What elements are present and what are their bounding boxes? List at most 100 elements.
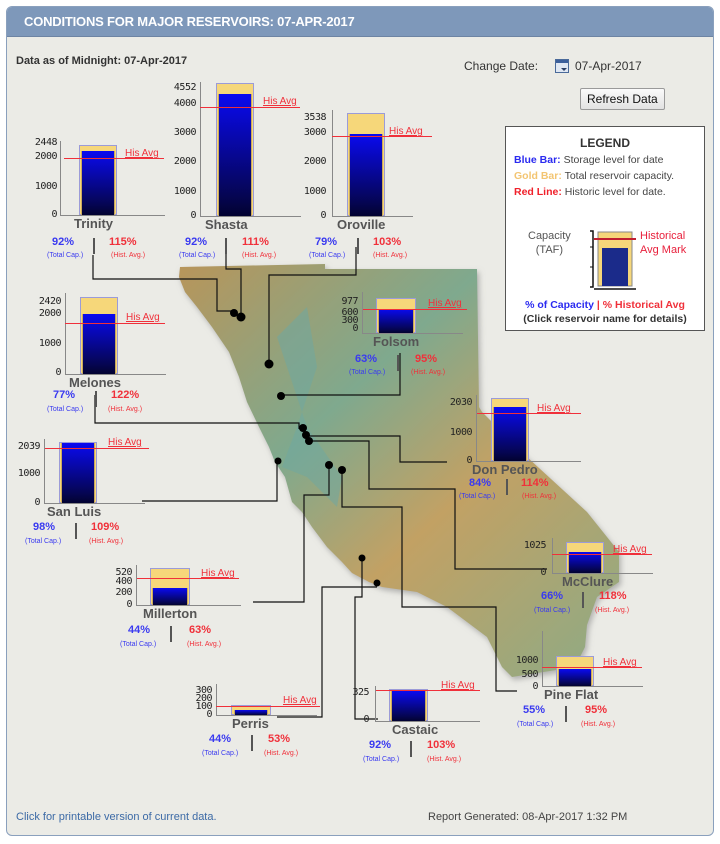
reservoir-name-link[interactable]: Folsom bbox=[373, 334, 420, 349]
storage-bar bbox=[61, 443, 95, 503]
historical-avg-line bbox=[200, 107, 300, 108]
axis bbox=[362, 292, 463, 334]
tick: 200 bbox=[115, 587, 132, 598]
hist-avg-caption: (Hist. Avg.) bbox=[373, 252, 408, 259]
reservoir-name-link[interactable]: Pine Flat bbox=[544, 687, 599, 702]
historical-avg-line bbox=[65, 323, 165, 324]
tick: 0 bbox=[532, 681, 538, 692]
historical-avg-line bbox=[137, 578, 239, 579]
tick: 1000 bbox=[515, 655, 539, 666]
historical-avg-line bbox=[216, 706, 320, 707]
legend-gold-text: Total reservoir capacity. bbox=[564, 170, 675, 182]
historical-avg-line bbox=[45, 448, 149, 449]
his-avg-label: His Avg bbox=[613, 544, 647, 555]
storage-bar bbox=[152, 588, 188, 605]
reservoir-name-link[interactable]: McClure bbox=[562, 574, 614, 589]
hist-avg-caption: (Hist. Avg.) bbox=[264, 750, 299, 757]
tick: 0 bbox=[51, 209, 57, 220]
storage-bar bbox=[218, 94, 252, 216]
legend-hist-line2: Avg Mark bbox=[640, 244, 687, 256]
legend-red: Red Line: Historic level for date. bbox=[514, 186, 666, 198]
historical-avg-line bbox=[552, 554, 652, 555]
historical-avg-line bbox=[64, 158, 164, 159]
axis bbox=[60, 141, 165, 216]
tick: 520 bbox=[115, 567, 132, 578]
tick: 2000 bbox=[34, 151, 58, 162]
historical-avg-line bbox=[542, 667, 642, 668]
pct-capacity: 92% bbox=[185, 236, 208, 248]
divider bbox=[93, 238, 95, 254]
tick: 2039 bbox=[17, 441, 41, 452]
tick: 3000 bbox=[303, 127, 327, 138]
pct-historical: 53% bbox=[268, 733, 291, 745]
axis bbox=[44, 439, 145, 504]
pct-capacity: 55% bbox=[523, 704, 546, 716]
pct-historical: 115% bbox=[109, 236, 137, 248]
tick: 0 bbox=[206, 709, 212, 720]
total-cap-caption: (Total Cap.) bbox=[349, 369, 386, 376]
divider bbox=[506, 479, 508, 495]
refresh-data-button[interactable]: Refresh Data bbox=[580, 88, 665, 110]
tick: 600 bbox=[341, 307, 358, 318]
pct-historical: 109% bbox=[91, 521, 120, 533]
reservoir-name-link[interactable]: Castaic bbox=[392, 722, 439, 737]
calendar-icon[interactable] bbox=[555, 59, 569, 73]
tick: 4000 bbox=[173, 98, 197, 109]
change-date-value[interactable]: 07-Apr-2017 bbox=[575, 59, 642, 73]
tick: 200 bbox=[195, 693, 212, 704]
pct-historical: 118% bbox=[599, 590, 627, 602]
legend-blue-text: Storage level for date bbox=[563, 154, 664, 166]
legend-percent-key: % of Capacity | % Historical Avg bbox=[506, 299, 704, 311]
tick: 977 bbox=[341, 296, 358, 307]
divider bbox=[582, 592, 584, 608]
hist-avg-caption: (Hist. Avg.) bbox=[242, 252, 277, 259]
storage-bar bbox=[81, 151, 115, 215]
axis bbox=[200, 82, 301, 217]
report-generated-timestamp: Report Generated: 08-Apr-2017 1:32 PM bbox=[428, 811, 628, 823]
divider bbox=[75, 523, 77, 539]
tick: 0 bbox=[363, 714, 369, 725]
reservoir-name-link[interactable]: Trinity bbox=[74, 216, 114, 231]
pct-capacity: 66% bbox=[541, 590, 564, 602]
tick: 300 bbox=[341, 315, 358, 326]
reservoir-name-link[interactable]: Don Pedro bbox=[472, 462, 538, 477]
tick: 1000 bbox=[17, 468, 41, 479]
his-avg-label: His Avg bbox=[201, 568, 235, 579]
reservoir-name-link[interactable]: Melones bbox=[69, 375, 122, 390]
tick: 1025 bbox=[523, 540, 547, 551]
hist-avg-caption: (Hist. Avg.) bbox=[581, 721, 616, 728]
tick: 0 bbox=[466, 455, 472, 466]
reservoir-name-link[interactable]: Shasta bbox=[205, 217, 248, 232]
pct-capacity: 92% bbox=[52, 236, 75, 248]
divider bbox=[225, 238, 227, 254]
hist-avg-caption: (Hist. Avg.) bbox=[108, 406, 143, 413]
his-avg-label: His Avg bbox=[389, 126, 423, 137]
his-avg-label: His Avg bbox=[537, 403, 571, 414]
storage-bar bbox=[558, 669, 592, 686]
legend-click-hint: (Click reservoir name for details) bbox=[523, 313, 687, 325]
storage-bar bbox=[82, 314, 116, 374]
his-avg-label: His Avg bbox=[283, 695, 317, 706]
hist-avg-caption: (Hist. Avg.) bbox=[89, 538, 124, 545]
reservoir-name-link[interactable]: Oroville bbox=[337, 217, 386, 232]
reservoir-name-link[interactable]: Perris bbox=[232, 716, 269, 731]
total-cap-caption: (Total Cap.) bbox=[309, 252, 346, 259]
his-avg-label: His Avg bbox=[263, 96, 297, 107]
his-avg-label: His Avg bbox=[125, 148, 159, 159]
pct-capacity: 92% bbox=[369, 739, 392, 751]
divider bbox=[410, 741, 412, 757]
legend-capacity-line1: Capacity bbox=[528, 230, 571, 242]
historical-avg-line bbox=[332, 136, 432, 137]
total-cap-caption: (Total Cap.) bbox=[47, 252, 84, 259]
page-title: CONDITIONS FOR MAJOR RESERVOIRS: 07-APR-… bbox=[24, 14, 355, 29]
divider bbox=[565, 706, 567, 722]
reservoir-name-link[interactable]: Millerton bbox=[143, 606, 198, 621]
tick: 2000 bbox=[38, 308, 62, 319]
hist-avg-caption: (Hist. Avg.) bbox=[187, 641, 222, 648]
tick: 300 bbox=[195, 685, 212, 696]
pct-historical: 103% bbox=[373, 236, 402, 248]
printable-version-link[interactable]: Click for printable version of current d… bbox=[16, 811, 217, 823]
reservoir-name-link[interactable]: San Luis bbox=[47, 504, 102, 519]
hist-avg-caption: (Hist. Avg.) bbox=[427, 756, 462, 763]
total-cap-caption: (Total Cap.) bbox=[120, 641, 157, 648]
